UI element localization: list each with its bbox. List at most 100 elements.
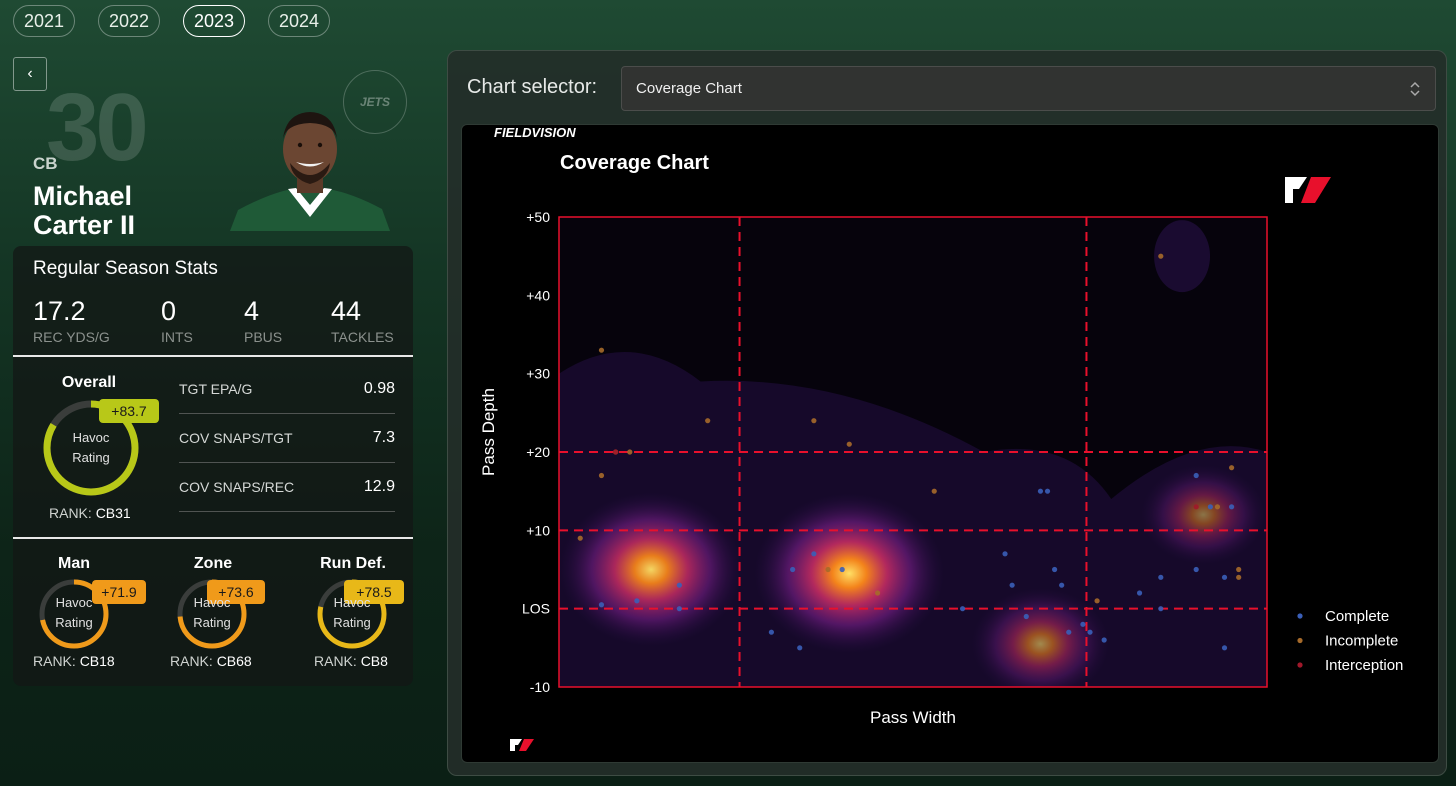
zone-gauge-label: Havoc Rating bbox=[175, 593, 249, 633]
data-point bbox=[1009, 582, 1015, 588]
regular-season-title: Regular Season Stats bbox=[33, 258, 218, 279]
man-gauge bbox=[39, 579, 109, 649]
data-point bbox=[790, 566, 796, 573]
data-point bbox=[676, 582, 682, 588]
run-def-gauge-label: Havoc Rating bbox=[315, 593, 389, 633]
density-hotspot bbox=[559, 492, 743, 647]
metric-value: 12.9 bbox=[363, 478, 395, 495]
chart-selector-value: Coverage Chart bbox=[636, 80, 742, 97]
year-tab-2022[interactable]: 2022 bbox=[98, 5, 160, 37]
data-point bbox=[839, 566, 845, 573]
data-point bbox=[1059, 582, 1065, 588]
overall-rank: RANK: CB31 bbox=[49, 505, 131, 521]
gauge-label-line: Rating bbox=[333, 615, 371, 630]
stat-value: 0 bbox=[161, 296, 177, 326]
stat-tackles: 44 TACKLES bbox=[331, 296, 394, 345]
stat-label: TACKLES bbox=[331, 329, 394, 345]
data-point bbox=[1193, 566, 1199, 573]
x-axis-label: Pass Width bbox=[870, 708, 956, 727]
run-def-badge: +78.5 bbox=[344, 580, 404, 604]
y-tick-label: +10 bbox=[526, 522, 550, 538]
chart-title: Coverage Chart bbox=[560, 152, 709, 174]
gauge-label-line: Havoc bbox=[72, 430, 110, 445]
overall-gauge bbox=[43, 400, 139, 496]
chevron-up-down-icon bbox=[1410, 81, 1420, 96]
data-point bbox=[1193, 472, 1199, 479]
data-point bbox=[1087, 629, 1093, 635]
zone-rank: RANK: CB68 bbox=[170, 653, 252, 669]
legend-label: Incomplete bbox=[1325, 633, 1398, 650]
data-point bbox=[1214, 504, 1221, 510]
y-tick-label: +50 bbox=[526, 209, 550, 225]
y-tick-label: +30 bbox=[526, 366, 550, 382]
data-point bbox=[1229, 465, 1235, 471]
data-point bbox=[1158, 574, 1164, 580]
data-point bbox=[705, 418, 711, 424]
data-point bbox=[1094, 598, 1100, 604]
stat-label: REC YDS/G bbox=[33, 329, 110, 345]
y-tick-label: -10 bbox=[530, 679, 550, 695]
data-point bbox=[1066, 629, 1072, 635]
gauge-label-line: Havoc bbox=[55, 595, 93, 610]
data-point bbox=[1207, 504, 1213, 510]
fieldvision-logo-icon bbox=[510, 739, 522, 751]
stat-label: INTS bbox=[161, 329, 193, 345]
data-point bbox=[1080, 621, 1086, 627]
metric-row: TGT EPA/G 0.98 bbox=[179, 365, 395, 414]
year-tab-2023[interactable]: 2023 bbox=[183, 5, 245, 37]
player-last-name: Carter II bbox=[33, 210, 136, 240]
density-hotspot bbox=[971, 587, 1110, 687]
zone-badge: +73.6 bbox=[207, 580, 265, 604]
stat-ints: 0 INTS bbox=[161, 296, 193, 345]
divider bbox=[13, 355, 413, 357]
team-logo-text: JETS bbox=[359, 95, 390, 109]
data-point bbox=[1158, 606, 1164, 612]
metric-row: COV SNAPS/TGT 7.3 bbox=[179, 414, 395, 463]
data-point bbox=[1037, 488, 1044, 494]
legend-marker bbox=[1297, 613, 1303, 619]
data-point bbox=[846, 441, 852, 447]
gauge-label-line: Rating bbox=[72, 450, 110, 465]
gauge-label-line: Havoc bbox=[333, 595, 371, 610]
data-point bbox=[825, 566, 831, 573]
metric-row: COV SNAPS/REC 12.9 bbox=[179, 463, 395, 512]
overall-gauge-label: Havoc Rating bbox=[53, 428, 129, 468]
density-hotspot bbox=[1140, 464, 1266, 565]
y-tick-label: LOS bbox=[522, 601, 550, 617]
legend-marker bbox=[1297, 662, 1303, 668]
data-point bbox=[1023, 613, 1029, 620]
data-point bbox=[1158, 253, 1164, 259]
legend-label: Complete bbox=[1325, 608, 1389, 625]
data-point bbox=[931, 488, 937, 494]
brand-logo-part bbox=[1285, 177, 1307, 203]
fieldvision-wordmark: FIELDVISION bbox=[494, 125, 576, 140]
y-tick-label: +40 bbox=[526, 287, 550, 303]
year-tab-2024[interactable]: 2024 bbox=[268, 5, 330, 37]
data-point bbox=[1193, 504, 1199, 510]
y-axis-label: Pass Depth bbox=[479, 388, 498, 476]
brand-logo-icon bbox=[1285, 177, 1331, 203]
player-name: Michael Carter II bbox=[33, 182, 135, 240]
team-logo: JETS bbox=[343, 70, 407, 134]
gauge-label-line: Havoc bbox=[193, 595, 231, 610]
back-button[interactable]: ‹ bbox=[13, 57, 47, 91]
run-def-rank: RANK: CB8 bbox=[314, 653, 388, 669]
man-gauge-label: Havoc Rating bbox=[37, 593, 111, 633]
chart-panel: Chart selector: Coverage Chart +50 +40 +30… bbox=[447, 50, 1447, 776]
density-hotspot bbox=[754, 493, 945, 654]
divider bbox=[13, 537, 413, 539]
data-point bbox=[811, 418, 817, 424]
data-point bbox=[1221, 645, 1228, 651]
data-point bbox=[634, 598, 640, 604]
stat-pbus: 4 PBUS bbox=[244, 296, 282, 345]
metric-label: COV SNAPS/TGT bbox=[179, 430, 293, 446]
chart-selector-dropdown[interactable]: Coverage Chart bbox=[621, 66, 1436, 111]
data-point bbox=[1136, 590, 1143, 596]
data-point bbox=[959, 606, 966, 612]
data-point bbox=[797, 645, 803, 651]
player-first-name: Michael bbox=[33, 181, 133, 211]
data-point bbox=[875, 590, 881, 596]
brand-logo-part bbox=[1301, 177, 1331, 203]
metric-label: TGT EPA/G bbox=[179, 381, 253, 397]
year-tab-2021[interactable]: 2021 bbox=[13, 5, 75, 37]
